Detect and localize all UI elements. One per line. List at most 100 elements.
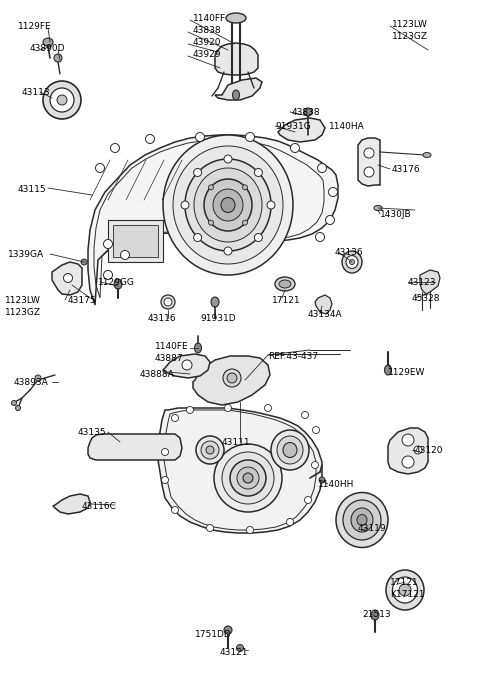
Ellipse shape <box>201 441 219 459</box>
Text: 43134A: 43134A <box>308 310 343 319</box>
Ellipse shape <box>254 169 263 177</box>
Text: 1751DD: 1751DD <box>195 630 232 639</box>
Text: 43176: 43176 <box>392 165 420 174</box>
Ellipse shape <box>304 108 312 116</box>
Ellipse shape <box>145 134 155 143</box>
Bar <box>108 220 163 262</box>
Ellipse shape <box>187 406 193 414</box>
Text: 91931G: 91931G <box>275 122 311 131</box>
Ellipse shape <box>275 277 295 291</box>
Text: 45328: 45328 <box>412 294 441 303</box>
Ellipse shape <box>423 153 431 158</box>
Text: 43893A: 43893A <box>14 378 49 387</box>
Ellipse shape <box>304 497 312 503</box>
Ellipse shape <box>328 188 337 197</box>
Ellipse shape <box>343 500 381 540</box>
Text: 43890D: 43890D <box>30 44 65 53</box>
Ellipse shape <box>247 527 253 534</box>
Ellipse shape <box>96 164 105 173</box>
Text: 1140HH: 1140HH <box>318 480 354 489</box>
Polygon shape <box>388 428 428 474</box>
Polygon shape <box>420 270 440 294</box>
Ellipse shape <box>213 189 243 221</box>
Ellipse shape <box>63 273 72 282</box>
Ellipse shape <box>15 406 21 410</box>
Ellipse shape <box>173 146 283 264</box>
Text: 43888A: 43888A <box>140 370 175 379</box>
Ellipse shape <box>50 88 74 112</box>
Ellipse shape <box>325 216 335 225</box>
Ellipse shape <box>374 206 382 210</box>
Ellipse shape <box>224 155 232 163</box>
Text: 43115: 43115 <box>18 185 47 194</box>
Ellipse shape <box>279 280 291 288</box>
Ellipse shape <box>277 436 303 464</box>
Ellipse shape <box>104 240 112 249</box>
Ellipse shape <box>237 645 243 651</box>
Ellipse shape <box>206 446 214 454</box>
Text: 17121: 17121 <box>390 578 419 587</box>
Text: 91931D: 91931D <box>200 314 236 323</box>
Text: 43838: 43838 <box>193 26 222 35</box>
Ellipse shape <box>237 467 259 489</box>
Ellipse shape <box>195 132 204 142</box>
Ellipse shape <box>81 259 87 265</box>
Polygon shape <box>53 494 90 514</box>
Ellipse shape <box>357 514 367 525</box>
Ellipse shape <box>290 143 300 153</box>
Polygon shape <box>52 262 82 295</box>
Ellipse shape <box>204 179 252 231</box>
Text: 1129FE: 1129FE <box>18 22 52 31</box>
Ellipse shape <box>222 452 274 504</box>
Text: 43887: 43887 <box>155 354 184 363</box>
Ellipse shape <box>232 90 240 100</box>
Ellipse shape <box>402 434 414 446</box>
Ellipse shape <box>349 260 355 264</box>
Text: 43838: 43838 <box>292 108 321 117</box>
Polygon shape <box>215 78 262 100</box>
Text: 17121: 17121 <box>272 296 300 305</box>
Ellipse shape <box>242 185 248 190</box>
Text: 43136: 43136 <box>335 248 364 257</box>
Ellipse shape <box>110 143 120 153</box>
Ellipse shape <box>364 148 374 158</box>
Text: REF.43-437: REF.43-437 <box>268 352 318 361</box>
Ellipse shape <box>214 444 282 512</box>
Ellipse shape <box>43 38 53 46</box>
Ellipse shape <box>208 185 214 190</box>
Polygon shape <box>158 408 322 533</box>
Ellipse shape <box>182 360 192 370</box>
Polygon shape <box>215 43 258 75</box>
Text: 43120: 43120 <box>415 446 444 455</box>
Ellipse shape <box>264 405 272 412</box>
Ellipse shape <box>226 13 246 23</box>
Polygon shape <box>278 118 325 142</box>
Ellipse shape <box>384 365 392 375</box>
Ellipse shape <box>208 220 214 225</box>
Ellipse shape <box>193 169 202 177</box>
Text: K17121: K17121 <box>390 590 424 599</box>
Text: 1430JB: 1430JB <box>380 210 412 219</box>
Polygon shape <box>358 138 380 186</box>
Ellipse shape <box>54 54 62 62</box>
Ellipse shape <box>43 81 81 119</box>
Ellipse shape <box>230 460 266 496</box>
Ellipse shape <box>312 427 320 434</box>
Ellipse shape <box>283 443 297 458</box>
Ellipse shape <box>301 412 309 419</box>
Text: 43113: 43113 <box>22 88 50 97</box>
Ellipse shape <box>224 626 232 634</box>
Text: 1123LW: 1123LW <box>392 20 428 29</box>
Text: 21513: 21513 <box>362 610 391 619</box>
Ellipse shape <box>206 525 214 532</box>
Ellipse shape <box>12 401 16 406</box>
Text: 43135: 43135 <box>78 428 107 437</box>
Ellipse shape <box>224 247 232 255</box>
Ellipse shape <box>271 430 309 470</box>
Ellipse shape <box>317 164 326 173</box>
Text: 43175: 43175 <box>68 296 96 305</box>
Ellipse shape <box>364 167 374 177</box>
Polygon shape <box>88 135 338 305</box>
Ellipse shape <box>342 251 362 273</box>
Ellipse shape <box>319 477 325 483</box>
